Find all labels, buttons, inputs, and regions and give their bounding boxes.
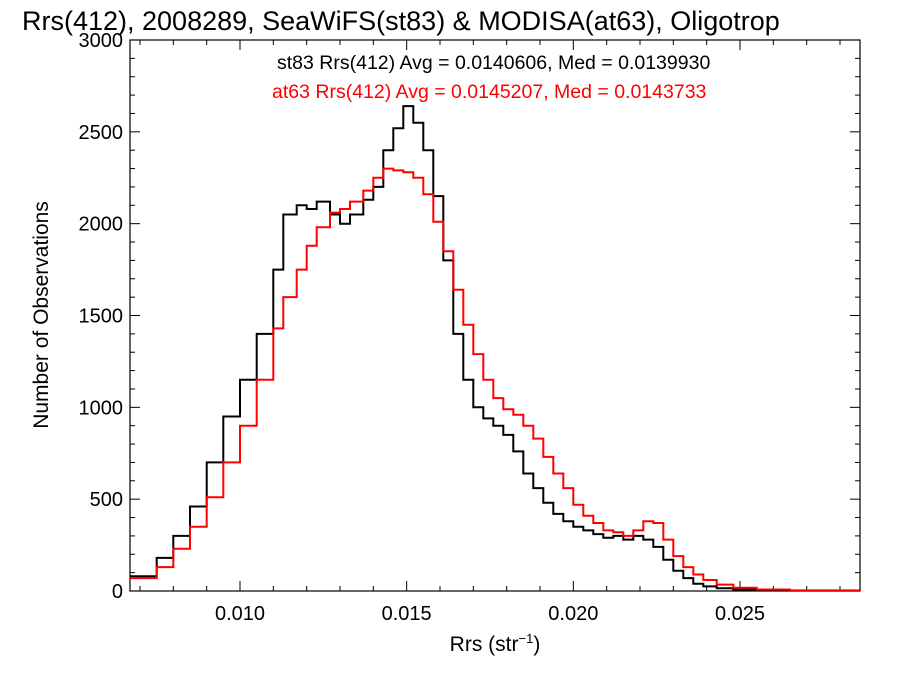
y-tick-label: 2000 <box>79 214 124 236</box>
x-axis-label: Rrs (str−1) <box>450 631 541 656</box>
plot-border <box>129 39 861 592</box>
y-axis-label: Number of Observations <box>30 201 53 429</box>
y-tick-label: 0 <box>112 581 123 603</box>
y-tick-label: 2500 <box>79 122 124 144</box>
x-axis-label-superscript: −1 <box>519 631 534 646</box>
y-axis: 0 500 1000 1500 2000 2500 3000 <box>79 30 860 603</box>
x-axis-label-close: ) <box>533 633 540 656</box>
x-tick-label: 0.015 <box>382 603 432 625</box>
series-group <box>130 105 861 592</box>
x-axis: 0.010 0.015 0.020 0.025 <box>139 40 841 625</box>
plot-frame <box>129 39 861 592</box>
y-tick-label: 1500 <box>79 306 124 328</box>
series-line-at63 <box>130 167 861 592</box>
x-axis-label-main: Rrs (str <box>450 633 519 656</box>
y-tick-label: 500 <box>90 489 123 511</box>
x-tick-label: 0.025 <box>715 603 765 625</box>
legend-entry-at63: at63 Rrs(412) Avg = 0.0145207, Med = 0.0… <box>272 81 706 103</box>
y-tick-label: 3000 <box>79 30 124 52</box>
series-line-st83 <box>130 105 861 592</box>
y-tick-label: 1000 <box>79 397 124 419</box>
x-tick-label: 0.020 <box>548 603 598 625</box>
chart-title: Rrs(412), 2008289, SeaWiFS(st83) & MODIS… <box>22 6 780 36</box>
legend-entry-st83: st83 Rrs(412) Avg = 0.0140606, Med = 0.0… <box>277 52 710 74</box>
x-tick-label: 0.010 <box>215 603 265 625</box>
